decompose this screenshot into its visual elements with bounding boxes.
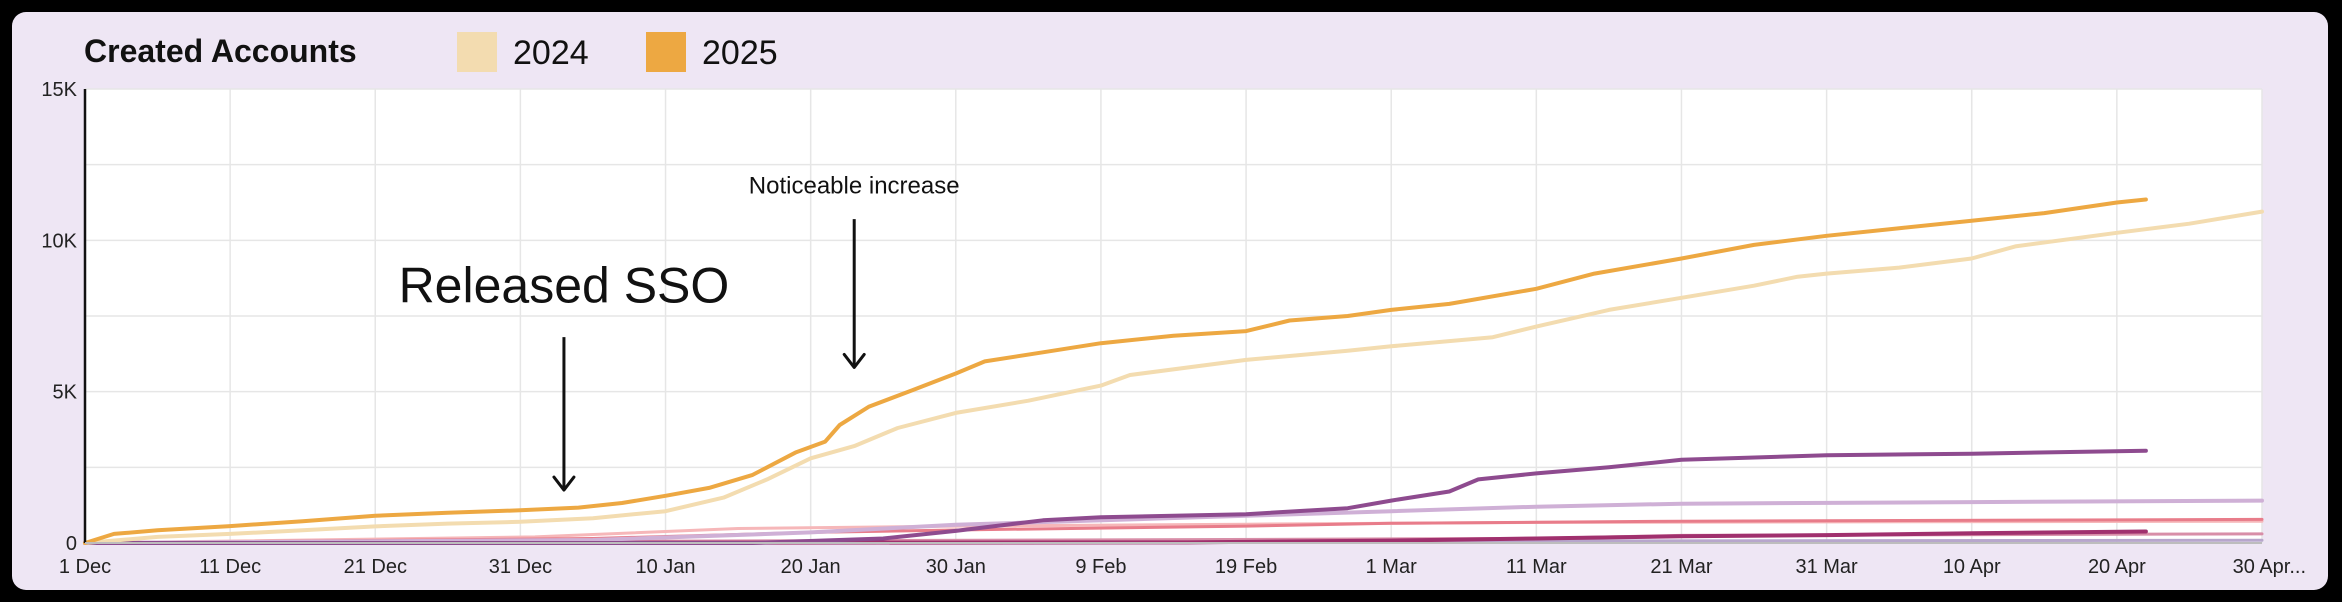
x-tick-label: 21 Dec xyxy=(344,556,407,578)
series-line-4[interactable] xyxy=(83,498,2264,545)
legend-swatch-2024[interactable] xyxy=(457,32,497,72)
series-line-2[interactable] xyxy=(83,209,2264,545)
annotation-label-1: Released SSO xyxy=(399,257,730,313)
y-tick-label: 15K xyxy=(41,79,77,101)
y-tick-label: 0 xyxy=(66,533,77,555)
y-tick-label: 10K xyxy=(41,230,77,252)
x-tick-label: 31 Dec xyxy=(489,556,552,578)
y-tick-label: 5K xyxy=(53,382,78,404)
grid-lines xyxy=(84,88,2263,544)
x-tick-label: 30 Jan xyxy=(926,556,986,578)
chart-header: Created Accounts 2024 2025 xyxy=(84,32,778,72)
annotation-arrow-head-1 xyxy=(552,475,576,492)
x-tick-label: 19 Feb xyxy=(1215,556,1277,578)
x-tick-label: 31 Mar xyxy=(1795,556,1858,578)
created-accounts-chart: 0 5K 10K 15K 1 Dec 11 Dec 21 Dec 31 Dec 10 Jan 20… xyxy=(41,32,2306,578)
series-line-1[interactable] xyxy=(83,197,2148,545)
x-tick-label: 20 Apr xyxy=(2088,556,2146,578)
legend-label-2024[interactable]: 2024 xyxy=(513,34,589,72)
x-tick-label: 11 Dec xyxy=(199,556,261,578)
annotations: Released SSO Noticeable increase xyxy=(399,172,960,492)
x-tick-label: 30 Apr... xyxy=(2233,556,2306,578)
annotation-arrow-head-2 xyxy=(842,352,866,369)
chart-title: Created Accounts xyxy=(84,33,357,69)
annotation-label-2: Noticeable increase xyxy=(749,172,960,199)
x-tick-label: 10 Apr xyxy=(1943,556,2001,578)
x-tick-label: 9 Feb xyxy=(1075,556,1126,578)
x-tick-label: 20 Jan xyxy=(781,556,841,578)
x-tick-label: 11 Mar xyxy=(1506,556,1567,578)
legend-swatch-2025[interactable] xyxy=(646,32,686,72)
x-tick-label: 21 Mar xyxy=(1650,556,1713,578)
series-line-3[interactable] xyxy=(83,448,2148,545)
x-tick-label: 1 Dec xyxy=(59,556,111,578)
x-tick-label: 10 Jan xyxy=(636,556,696,578)
legend-label-2025[interactable]: 2025 xyxy=(702,34,778,72)
chart-panel: 0 5K 10K 15K 1 Dec 11 Dec 21 Dec 31 Dec 10 Jan 20… xyxy=(12,12,2328,590)
x-tick-label: 1 Mar xyxy=(1366,556,1417,578)
axes: 0 5K 10K 15K 1 Dec 11 Dec 21 Dec 31 Dec 10 Jan 20… xyxy=(41,79,2306,578)
